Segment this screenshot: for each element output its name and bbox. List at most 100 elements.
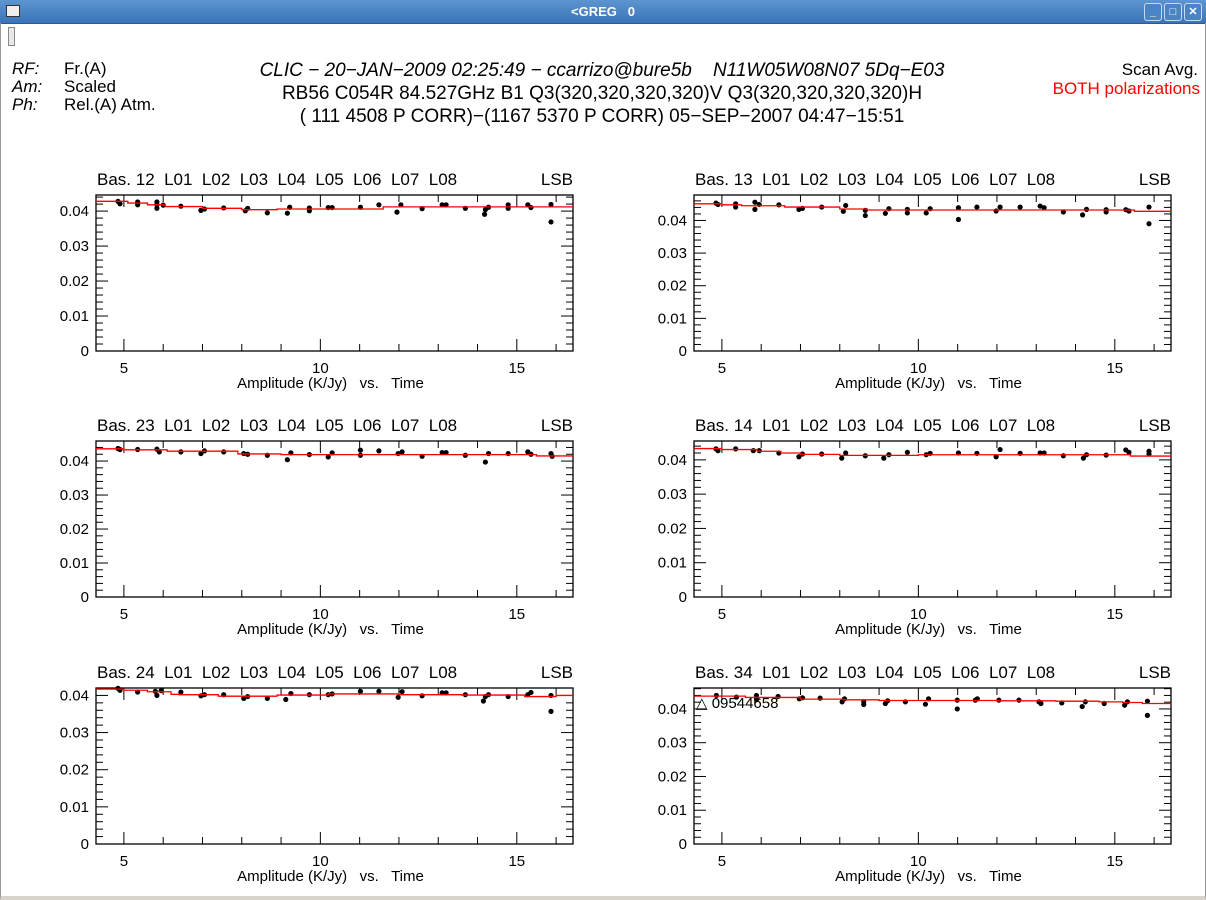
y-tick-label: 0.04	[658, 452, 687, 469]
data-point	[439, 449, 445, 456]
data-point	[481, 211, 488, 217]
rf-value: Fr.(A)	[64, 59, 107, 78]
data-point	[904, 210, 910, 216]
x-tick-label: 10	[312, 360, 329, 377]
data-point	[264, 210, 270, 216]
data-point	[776, 202, 782, 208]
data-point	[1016, 697, 1022, 703]
y-tick-label: 0.03	[658, 735, 687, 752]
data-point	[284, 210, 290, 216]
data-point	[861, 701, 867, 708]
y-tick-label: 0.03	[60, 487, 89, 504]
data-point	[843, 202, 849, 209]
y-tick-label: 0.02	[658, 768, 687, 785]
data-point	[862, 212, 868, 219]
panel-1: Bas. 12 L01 L02 L03 L04 L05 L06 L07 L08 L…	[60, 170, 574, 392]
x-tick-label: 15	[508, 360, 525, 377]
y-tick-label: 0.03	[60, 238, 89, 255]
ph-key: Ph:	[12, 95, 38, 114]
data-point	[974, 204, 980, 210]
y-tick-label: 0.01	[60, 555, 89, 572]
data-point	[817, 695, 823, 701]
data-point	[922, 701, 929, 707]
data-point	[462, 452, 468, 458]
close-button[interactable]: ✕	[1184, 3, 1202, 21]
y-tick-label: 0.02	[658, 520, 687, 537]
data-point	[993, 208, 999, 214]
plot-frame	[693, 194, 1172, 352]
y-tick-label: 0	[679, 836, 687, 853]
data-point	[395, 694, 401, 700]
x-tick-label: 15	[1106, 853, 1123, 870]
data-point	[1060, 209, 1066, 215]
data-point	[750, 448, 756, 454]
data-point	[376, 202, 382, 208]
panel-title: Bas. 24 L01 L02 L03 L04 L05 L06 L07 L08	[97, 663, 457, 682]
data-point	[117, 687, 123, 693]
data-point	[1037, 203, 1043, 209]
data-point	[1146, 221, 1152, 227]
minimize-button[interactable]: _	[1144, 3, 1162, 21]
sideband-label: LSB	[1139, 663, 1171, 682]
y-tick-label: 0.02	[60, 762, 89, 779]
data-point	[1083, 206, 1090, 212]
y-tick-label: 0.01	[658, 310, 687, 327]
rf-key: RF:	[12, 59, 40, 78]
x-tick-label: 5	[120, 360, 128, 377]
window-menu-icon[interactable]	[6, 5, 20, 17]
x-tick-label: 5	[718, 606, 726, 623]
data-point	[1038, 700, 1044, 707]
sideband-label: LSB	[541, 663, 573, 682]
scroll-handle[interactable]	[8, 27, 15, 46]
data-point	[733, 204, 739, 210]
am-value: Scaled	[64, 77, 116, 96]
header-line2: RB56 C054R 84.527GHz B1 Q3(320,320,320,3…	[282, 83, 922, 104]
data-point	[357, 688, 364, 694]
data-point	[1041, 205, 1047, 211]
am-key: Am:	[11, 77, 43, 96]
data-point	[325, 454, 331, 460]
x-tick-label: 5	[120, 606, 128, 623]
x-axis-label: Amplitude (K/Jy) vs. Time	[237, 621, 424, 638]
data-point	[886, 452, 892, 458]
data-point	[156, 449, 162, 455]
y-tick-label: 0.04	[658, 701, 687, 718]
y-tick-label: 0	[679, 343, 687, 360]
x-tick-label: 10	[910, 606, 927, 623]
data-point	[1017, 204, 1023, 210]
data-point	[954, 706, 960, 712]
data-point	[955, 205, 962, 211]
data-point	[158, 688, 164, 694]
fit-line	[694, 203, 1171, 212]
maximize-button[interactable]: □	[1164, 3, 1182, 21]
x-tick-label: 5	[718, 853, 726, 870]
header-line3: ( 111 4508 P CORR)−(1167 5370 P CORR) 05…	[300, 106, 905, 127]
data-point	[528, 689, 534, 696]
ph-value: Rel.(A) Atm.	[64, 95, 156, 114]
y-tick-label: 0.04	[658, 212, 687, 229]
sideband-label: LSB	[1139, 416, 1171, 435]
x-tick-label: 5	[120, 853, 128, 870]
fit-line	[96, 688, 573, 698]
y-tick-label: 0.02	[60, 273, 89, 290]
x-axis-label: Amplitude (K/Jy) vs. Time	[835, 621, 1022, 638]
y-tick-label: 0.02	[60, 521, 89, 538]
data-point	[198, 450, 204, 457]
data-point	[881, 455, 887, 461]
plot-frame	[95, 440, 574, 598]
x-tick-label: 10	[312, 606, 329, 623]
x-tick-label: 10	[312, 853, 329, 870]
window-title: <GREG 0	[571, 4, 635, 19]
sideband-label: LSB	[541, 416, 573, 435]
data-point	[839, 455, 845, 461]
data-point	[752, 199, 758, 205]
header: RF: Fr.(A) Am: Scaled Ph: Rel.(A) Atm. C…	[11, 59, 1200, 127]
data-point	[443, 202, 449, 208]
data-point	[1103, 209, 1109, 215]
y-tick-label: 0.02	[658, 278, 687, 295]
data-point	[796, 454, 802, 460]
y-tick-label: 0.04	[60, 453, 89, 470]
panels: Bas. 12 L01 L02 L03 L04 L05 L06 L07 L08 L…	[60, 170, 1172, 885]
fit-line	[694, 447, 1171, 457]
panel-3: Bas. 23 L01 L02 L03 L04 L05 L06 L07 L08 L…	[60, 416, 574, 638]
